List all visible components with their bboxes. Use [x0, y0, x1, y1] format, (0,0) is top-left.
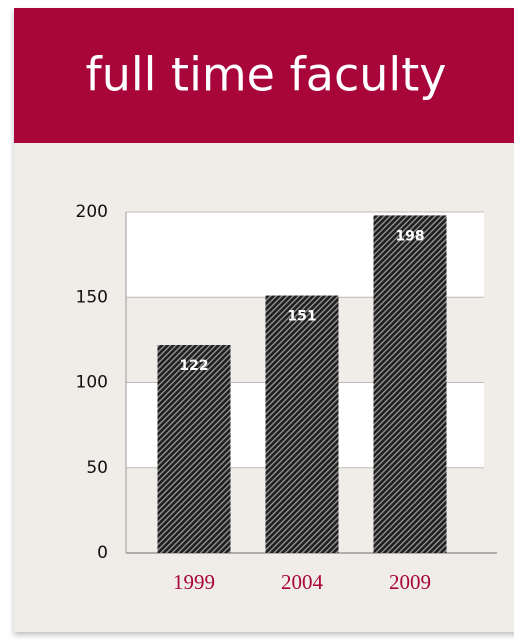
header: [14, 8, 514, 143]
y-tick-label: 0: [97, 543, 108, 563]
value-label: 151: [287, 309, 316, 325]
x-tick-label: 1999: [173, 570, 215, 594]
y-tick-label: 50: [86, 458, 108, 478]
y-tick-label: 150: [76, 287, 108, 307]
chart-title: full time faculty: [86, 48, 447, 102]
x-tick-label: 2009: [389, 570, 431, 594]
bar: [265, 295, 339, 553]
y-tick-label: 100: [76, 373, 108, 393]
value-label: 122: [179, 358, 208, 374]
value-label: 198: [395, 228, 424, 244]
y-tick-label: 200: [76, 202, 108, 222]
bar: [157, 344, 231, 553]
x-tick-label: 2004: [281, 570, 324, 594]
plot: 0 50 100 150 200 1999 122 2004 151 2009 198: [76, 202, 497, 594]
bar: [373, 215, 447, 553]
